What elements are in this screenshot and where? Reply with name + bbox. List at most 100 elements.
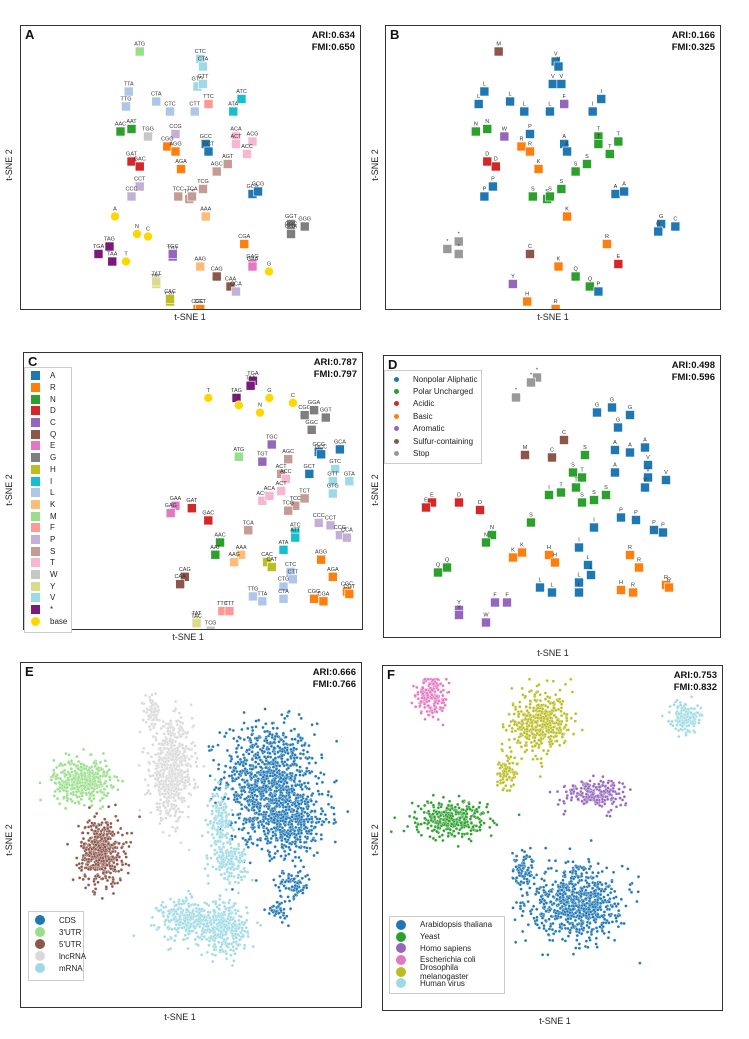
data-point [59,761,63,766]
data-point [278,824,282,829]
data-point [116,778,120,783]
point-marker [570,166,581,177]
data-point [298,779,302,783]
data-point [231,945,235,949]
data-point [137,815,142,819]
point-label: H [553,553,557,559]
data-point [172,912,176,916]
data-point [171,907,176,912]
data-point [225,936,230,940]
data-point [595,929,599,934]
data-point [319,753,324,757]
point-label: TCG [282,501,294,507]
point-label: C [673,217,677,223]
point-label: ACG [247,132,259,138]
data-point [105,770,109,774]
data-point [283,716,287,721]
legend-label: G [50,453,57,463]
data-point [107,847,111,851]
point-label: GGT [320,408,333,414]
data-point [103,781,107,785]
point-marker [126,156,137,167]
point-marker [442,244,453,254]
data-point [298,793,303,798]
data-point [150,693,154,697]
data-point [180,743,185,747]
data-point [81,836,86,841]
data-point [116,788,120,792]
data-point [185,908,189,912]
point-label: I [592,102,594,108]
data-point [269,744,274,748]
data-point [279,790,283,795]
point-marker [198,61,208,72]
point-marker [318,596,329,607]
data-point [251,728,255,733]
data-point [236,891,241,895]
data-point [257,809,262,813]
data-point [58,789,62,793]
data-point [157,742,161,746]
data-point [162,789,167,793]
data-point [215,927,219,931]
point-label: F [563,94,567,100]
legend-swatch-icon [35,915,45,925]
data-point [144,720,148,725]
data-point [206,874,210,878]
data-point [288,764,293,768]
point-label: AAA [236,545,247,551]
data-point [324,817,328,821]
data-point [80,777,85,781]
point-label: D [494,157,498,163]
data-point [300,876,304,880]
data-point [175,912,179,916]
data-point [230,826,234,830]
data-point [81,877,85,882]
data-point [196,903,200,907]
data-point [202,909,206,913]
data-point [200,929,205,933]
legend-item-i: I [25,475,71,487]
data-point [303,810,307,814]
point-label: N [135,224,139,230]
point-label: CCG [334,525,346,531]
point-label: S [604,485,608,491]
point-label: G [656,222,660,228]
point-label: GCA [334,439,346,445]
data-point [286,802,290,806]
data-point [288,743,293,747]
data-point [250,725,254,730]
data-point [299,812,304,816]
point-marker [505,96,515,107]
point-marker [290,500,301,511]
point-label: AGC [282,449,294,455]
data-point [104,839,108,843]
point-label: ACT [276,481,288,487]
data-point [218,835,222,839]
data-point [111,891,116,896]
point-marker [613,422,623,433]
point-marker [299,493,310,504]
point-marker [499,131,510,142]
data-point [227,901,231,905]
data-point [287,820,292,824]
legend-item-sulfur-containing: Sulfur-containing [385,435,481,447]
data-point [241,836,245,841]
data-point [278,796,282,800]
legend-label: Polar Uncharged [413,387,474,397]
data-point [166,791,171,796]
data-point [177,787,181,792]
data-point [159,756,163,761]
data-point [250,767,254,771]
data-point [215,803,219,808]
point-label: CCC [313,513,325,519]
data-point [175,919,179,923]
point-marker [525,146,535,157]
point-label: ACC [280,469,292,475]
point-marker [625,447,635,458]
point-marker [634,562,644,573]
data-point [242,826,246,830]
point-label: V [643,478,647,484]
data-point [209,843,213,848]
point-label: CAA [174,574,186,580]
